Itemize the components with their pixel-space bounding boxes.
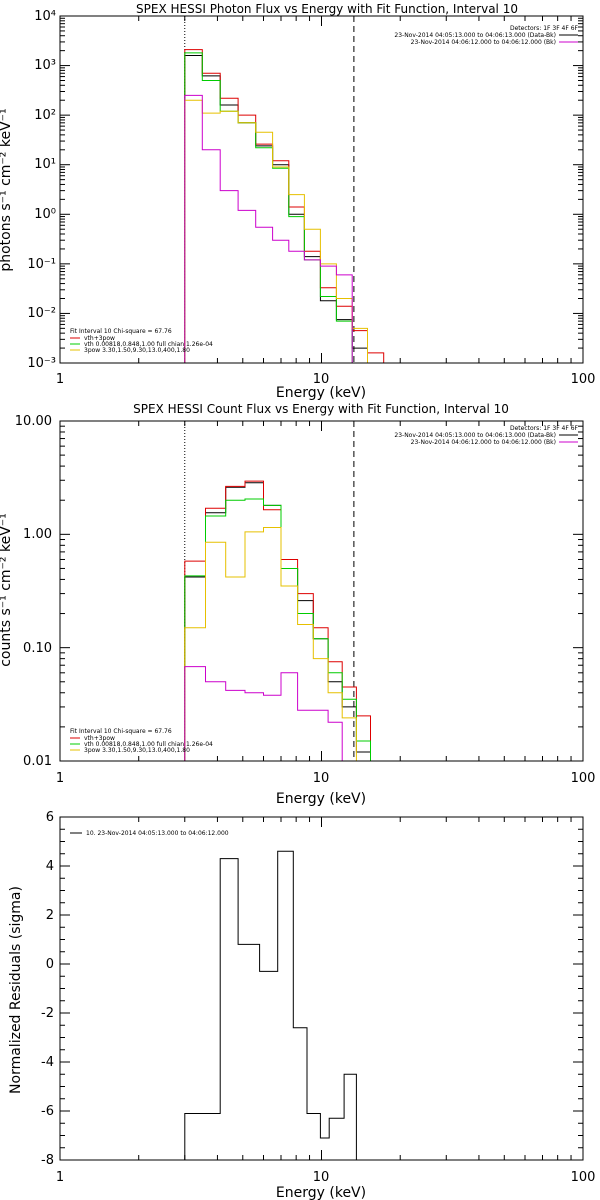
series-line <box>184 52 353 363</box>
y-tick-label: 10² <box>34 108 56 123</box>
y-tick-label: 2 <box>46 908 54 923</box>
y-tick-label: 4 <box>46 859 54 874</box>
detectors-label: Detectors: 1F 3F 4F 6F <box>510 425 579 432</box>
x-tick-label: 10 <box>313 372 330 387</box>
residuals-y-axis-label: Normalized Residuals (sigma) <box>8 886 24 1094</box>
series-line <box>184 55 368 363</box>
detectors-label: Detectors: 1F 3F 4F 6F <box>510 25 579 32</box>
x-tick-label: 10 <box>313 771 330 786</box>
y-tick-label: 6 <box>46 810 54 825</box>
x-tick-label: 1 <box>56 771 64 786</box>
data-interval-label: 23-Nov-2014 04:05:13.000 to 04:06:13.000… <box>394 432 556 439</box>
residuals-panel: 1 10 100 -8 -6 -4 -2 0 2 4 6 Energy (keV… <box>8 810 595 1200</box>
y-tick-label: 10¹ <box>34 157 56 172</box>
residuals-y-tick-labels: -8 -6 -4 -2 0 2 4 6 <box>41 810 54 1168</box>
x-tick-label: 100 <box>571 771 596 786</box>
legend-entry: 3pow 3.30,1.50,9.30,13.0,400,1.80 <box>84 347 190 354</box>
y-tick-label: 10⁰ <box>34 207 56 222</box>
count-flux-y-axis-label: counts s⁻¹ cm⁻² keV⁻¹ <box>0 513 14 667</box>
legend-entry: vth+3pow <box>84 335 115 342</box>
residuals-marks <box>59 816 583 1161</box>
count-flux-y-tick-labels: 0.01 0.10 1.00 10.00 <box>15 414 52 769</box>
residuals-x-tick-labels: 1 10 100 <box>56 1170 596 1185</box>
series-line <box>184 482 371 761</box>
photon-flux-panel: SPEX HESSI Photon Flux vs Energy with Fi… <box>0 2 595 401</box>
y-tick-label: 10⁻¹ <box>27 257 56 272</box>
y-tick-label: 10³ <box>34 58 56 73</box>
fit-caption: Fit Interval 10 Chi-square = 67.76 <box>70 728 172 735</box>
residuals-frame <box>59 816 584 1161</box>
photon-flux-y-axis-label: photons s⁻¹ cm⁻² keV⁻¹ <box>0 108 14 271</box>
photon-flux-info: Detectors: 1F 3F 4F 6F 23-Nov-2014 04:05… <box>394 25 578 46</box>
count-flux-marks <box>59 420 583 762</box>
background-interval-label: 23-Nov-2014 04:06:12.000 to 04:06:12.000… <box>411 39 556 46</box>
y-tick-label: 0.01 <box>23 754 52 769</box>
legend-entry: vth 0.00818,0.848,1.00 full chian 1.26e-… <box>84 741 213 748</box>
photon-flux-legend: Fit Interval 10 Chi-square = 67.76 vth+3… <box>70 328 213 354</box>
legend-entry: 10. 23-Nov-2014 04:05:13.000 to 04:06:12… <box>86 830 229 837</box>
series-line <box>184 527 371 762</box>
count-flux-x-axis-label: Energy (keV) <box>276 791 366 807</box>
y-tick-label: 10.00 <box>15 414 52 429</box>
x-tick-label: 100 <box>571 372 596 387</box>
residuals-legend: 10. 23-Nov-2014 04:05:13.000 to 04:06:12… <box>70 830 229 837</box>
background-interval-label: 23-Nov-2014 04:06:12.000 to 04:06:12.000… <box>411 439 556 446</box>
count-flux-title: SPEX HESSI Count Flux vs Energy with Fit… <box>133 402 509 416</box>
y-tick-label: 0.10 <box>23 641 52 656</box>
y-tick-label: 10⁻² <box>27 306 56 321</box>
photon-flux-frame <box>59 15 584 364</box>
series-line <box>184 498 371 761</box>
x-tick-label: 1 <box>56 372 64 387</box>
data-interval-label: 23-Nov-2014 04:05:13.000 to 04:06:13.000… <box>394 32 556 39</box>
legend-entry: vth+3pow <box>84 735 115 742</box>
y-tick-label: 0 <box>46 957 54 972</box>
x-tick-label: 10 <box>313 1170 330 1185</box>
count-flux-x-tick-labels: 1 10 100 <box>56 771 596 786</box>
legend-entry: 3pow 3.30,1.50,9.30,13.0,400,1.80 <box>84 747 190 754</box>
photon-flux-marks <box>59 15 583 364</box>
count-flux-info: Detectors: 1F 3F 4F 6F 23-Nov-2014 04:05… <box>394 425 578 446</box>
photon-flux-x-axis-label: Energy (keV) <box>276 385 366 401</box>
series-line <box>184 666 343 761</box>
y-tick-label: 10⁻³ <box>27 356 56 371</box>
count-flux-legend: Fit Interval 10 Chi-square = 67.76 vth+3… <box>70 728 213 754</box>
y-tick-label: -6 <box>41 1104 54 1119</box>
series-line <box>184 480 371 761</box>
y-tick-label: -8 <box>41 1153 54 1168</box>
legend-entry: vth 0.00818,0.848,1.00 full chian 1.26e-… <box>84 341 213 348</box>
count-flux-panel: SPEX HESSI Count Flux vs Energy with Fit… <box>0 402 595 807</box>
residuals-x-axis-label: Energy (keV) <box>276 1185 366 1200</box>
y-tick-label: -4 <box>41 1055 54 1070</box>
series-line <box>184 94 353 363</box>
fit-caption: Fit Interval 10 Chi-square = 67.76 <box>70 328 172 335</box>
x-tick-label: 1 <box>56 1170 64 1185</box>
photon-flux-title: SPEX HESSI Photon Flux vs Energy with Fi… <box>136 2 518 16</box>
series-line <box>184 99 368 363</box>
count-flux-frame <box>59 420 584 762</box>
y-tick-label: 10⁴ <box>34 9 56 24</box>
series-line <box>184 850 357 1160</box>
y-tick-label: 1.00 <box>23 527 52 542</box>
photon-flux-y-tick-labels: 10⁻³ 10⁻² 10⁻¹ 10⁰ 10¹ 10² 10³ 10⁴ <box>27 9 56 371</box>
photon-flux-x-tick-labels: 1 10 100 <box>56 372 596 387</box>
x-tick-label: 100 <box>571 1170 596 1185</box>
y-tick-label: -2 <box>41 1006 54 1021</box>
